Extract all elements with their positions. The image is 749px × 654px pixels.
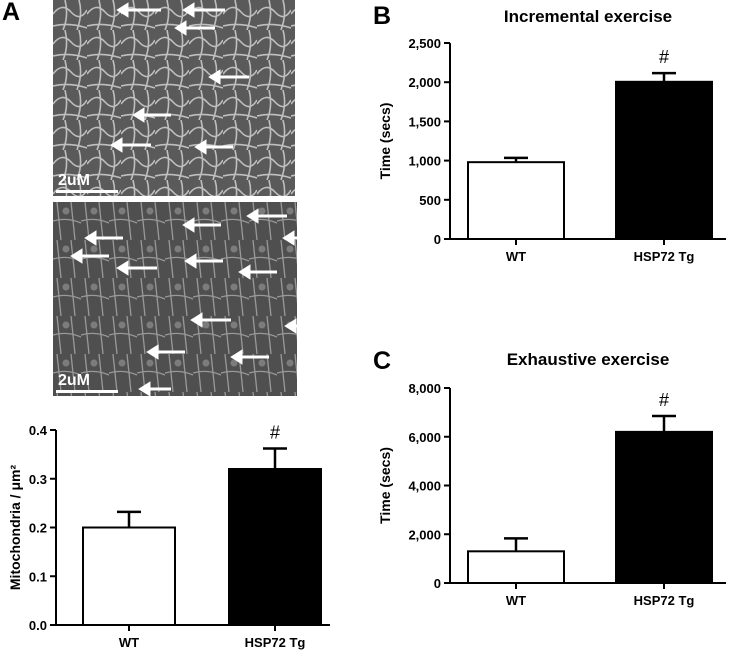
y-tick-label: 0.2 xyxy=(29,521,47,536)
panel-label-c: C xyxy=(373,347,392,375)
micrograph-wt: 2uM xyxy=(53,0,295,196)
y-tick-label: 2,500 xyxy=(408,36,441,51)
significance-marker: # xyxy=(659,390,669,410)
bar-hsp72-tg xyxy=(228,468,322,626)
x-tick-label: HSP72 Tg xyxy=(245,635,306,650)
bar-wt xyxy=(467,161,565,240)
y-tick-label: 0.1 xyxy=(29,569,47,584)
x-tick-label: WT xyxy=(506,249,526,264)
micrograph-wt-arrows xyxy=(110,2,249,155)
y-tick-label: 4,000 xyxy=(408,479,441,494)
chart-title: Exhaustive exercise xyxy=(507,350,670,369)
scale-label-wt: 2uM xyxy=(58,172,90,189)
chart-title: Incremental exercise xyxy=(504,7,672,26)
significance-marker: # xyxy=(659,47,669,67)
y-axis-label: Mitochondria / μm² xyxy=(7,465,23,591)
chart-incremental-exercise: Incremental exercise 0 500 1,000 1,500 2,000 2… xyxy=(377,7,726,264)
significance-marker: # xyxy=(270,423,280,443)
bar-hsp72-tg xyxy=(615,80,713,240)
panel-label-a: A xyxy=(2,0,21,26)
micrograph-hsp72-arrows xyxy=(70,208,297,396)
micrograph-wt-texture xyxy=(53,0,295,196)
y-tick-label: 0.0 xyxy=(29,618,47,633)
scale-bar-hsp72 xyxy=(56,390,118,393)
chart-exhaustive-exercise: Exhaustive exercise 0 2,000 4,000 6,000 8,000… xyxy=(377,350,726,608)
y-tick-label: 500 xyxy=(419,193,441,208)
y-tick-label: 1,500 xyxy=(408,114,441,129)
scale-label-hsp72: 2uM xyxy=(58,372,90,389)
y-tick-label: 0 xyxy=(434,232,441,247)
scale-bar-wt xyxy=(56,190,118,193)
micrograph-hsp72: 2uM xyxy=(53,202,297,396)
x-tick-label: WT xyxy=(119,635,139,650)
y-tick-label: 1,000 xyxy=(408,154,441,169)
panel-label-b: B xyxy=(373,2,392,30)
y-axis-label: Time (secs) xyxy=(377,447,393,524)
y-tick-label: 6,000 xyxy=(408,430,441,445)
chart-mitochondria: 0.0 0.1 0.2 0.3 0.4 Mitochondria / μm² WT HSP72… xyxy=(7,423,330,650)
y-axis-label: Time (secs) xyxy=(377,103,393,180)
bar-hsp72-tg xyxy=(615,430,713,584)
y-tick-label: 8,000 xyxy=(408,381,441,396)
y-tick-label: 2,000 xyxy=(408,527,441,542)
y-tick-label: 2,000 xyxy=(408,75,441,90)
x-tick-label: HSP72 Tg xyxy=(634,593,695,608)
y-tick-label: 0.4 xyxy=(29,423,48,438)
bar-wt xyxy=(467,550,565,584)
y-tick-label: 0.3 xyxy=(29,472,47,487)
x-tick-label: HSP72 Tg xyxy=(634,249,695,264)
y-tick-label: 0 xyxy=(434,576,441,591)
x-tick-label: WT xyxy=(506,593,526,608)
bar-wt xyxy=(82,526,176,626)
